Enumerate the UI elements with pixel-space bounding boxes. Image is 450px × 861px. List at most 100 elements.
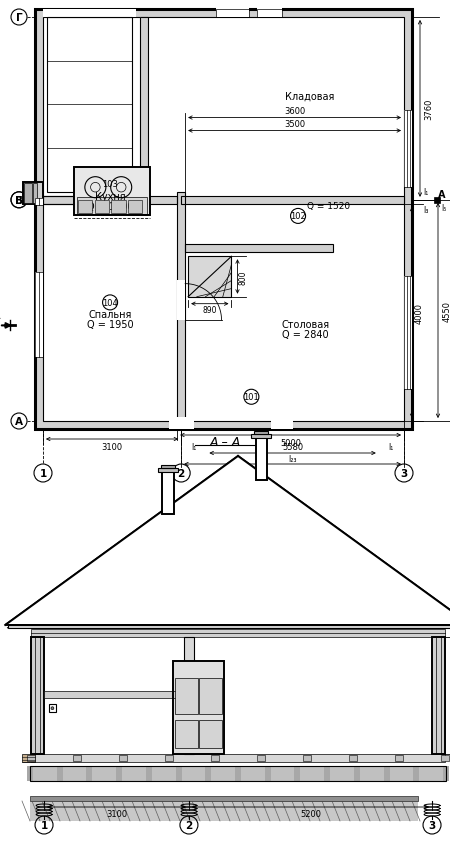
Text: 5200: 5200 xyxy=(300,809,321,819)
Bar xyxy=(354,766,360,781)
Text: A – A: A – A xyxy=(209,435,241,448)
Text: l₁: l₁ xyxy=(191,443,196,452)
Bar xyxy=(30,801,418,821)
Bar xyxy=(205,766,212,781)
Bar xyxy=(74,168,150,215)
Bar xyxy=(211,755,219,761)
Bar xyxy=(111,201,126,214)
Bar xyxy=(158,468,178,473)
Bar xyxy=(57,766,63,781)
Bar xyxy=(35,10,412,430)
Bar xyxy=(349,755,357,761)
Bar xyxy=(256,6,282,18)
Bar xyxy=(78,201,92,214)
Bar xyxy=(173,660,224,754)
Bar xyxy=(77,198,147,214)
Text: Б: Б xyxy=(15,195,23,206)
Bar xyxy=(199,678,222,714)
Bar xyxy=(30,766,446,781)
Bar xyxy=(294,766,301,781)
Bar xyxy=(177,193,185,422)
Bar xyxy=(184,637,194,754)
Text: l₁: l₁ xyxy=(389,443,394,452)
Bar xyxy=(162,473,174,514)
Bar xyxy=(140,18,148,193)
Text: A: A xyxy=(438,189,446,200)
Bar xyxy=(383,766,390,781)
Text: 3100: 3100 xyxy=(106,809,127,819)
Bar xyxy=(188,257,231,297)
Text: l₃: l₃ xyxy=(423,206,428,215)
Bar xyxy=(165,755,173,761)
Bar xyxy=(404,276,412,389)
Bar xyxy=(31,754,445,762)
Bar xyxy=(49,704,56,712)
Text: 5000: 5000 xyxy=(280,438,301,447)
Bar xyxy=(24,183,32,203)
Bar xyxy=(395,755,403,761)
Bar xyxy=(162,473,174,514)
Bar xyxy=(185,245,333,253)
Text: 103: 103 xyxy=(102,180,118,189)
Text: 5580: 5580 xyxy=(282,443,303,452)
Bar xyxy=(43,18,404,422)
Bar xyxy=(74,168,150,215)
Bar xyxy=(158,468,178,473)
Text: 800: 800 xyxy=(239,269,248,284)
Text: А: А xyxy=(15,417,23,426)
Bar xyxy=(175,678,198,714)
Text: Q = 1520: Q = 1520 xyxy=(306,202,350,211)
Bar xyxy=(177,193,185,422)
Bar xyxy=(94,201,109,214)
Text: 4550: 4550 xyxy=(442,300,450,321)
Bar xyxy=(27,755,36,761)
Bar xyxy=(33,183,37,203)
Bar xyxy=(181,196,404,205)
Bar xyxy=(31,637,44,754)
Text: l₅: l₅ xyxy=(441,204,446,213)
Bar xyxy=(169,418,194,430)
Bar xyxy=(35,199,43,206)
Text: 1: 1 xyxy=(40,820,48,830)
Text: Q = 2840: Q = 2840 xyxy=(282,330,329,340)
Bar xyxy=(434,197,440,203)
Text: Г: Г xyxy=(16,13,22,23)
Bar xyxy=(35,199,43,206)
Bar xyxy=(199,721,222,748)
Bar xyxy=(73,755,81,761)
Text: Q = 1000: Q = 1000 xyxy=(87,201,133,212)
Bar xyxy=(119,755,127,761)
Bar xyxy=(23,183,43,205)
Text: 890: 890 xyxy=(202,306,217,315)
Bar xyxy=(35,272,43,357)
Bar xyxy=(181,196,404,205)
Text: 3100: 3100 xyxy=(102,442,123,451)
Bar xyxy=(271,418,293,430)
Text: 101: 101 xyxy=(243,393,259,402)
Bar xyxy=(30,796,418,801)
Bar xyxy=(177,281,185,320)
Bar xyxy=(404,276,412,389)
Polygon shape xyxy=(5,456,450,625)
Bar xyxy=(414,766,419,781)
Bar xyxy=(184,637,194,754)
Bar xyxy=(173,660,224,754)
Bar xyxy=(86,766,92,781)
Bar xyxy=(43,10,136,18)
Text: Спальня: Спальня xyxy=(88,310,132,320)
Bar xyxy=(432,637,445,754)
Bar xyxy=(27,766,33,781)
Bar xyxy=(30,766,446,781)
Bar xyxy=(35,10,412,430)
Bar xyxy=(254,432,268,435)
Bar xyxy=(176,766,182,781)
Bar xyxy=(35,272,43,357)
Bar xyxy=(441,755,449,761)
Bar xyxy=(252,435,271,438)
Bar xyxy=(185,245,333,253)
Bar xyxy=(140,18,148,193)
Text: 2: 2 xyxy=(185,820,193,830)
Bar xyxy=(257,755,265,761)
Bar xyxy=(443,766,449,781)
Bar xyxy=(432,637,445,754)
